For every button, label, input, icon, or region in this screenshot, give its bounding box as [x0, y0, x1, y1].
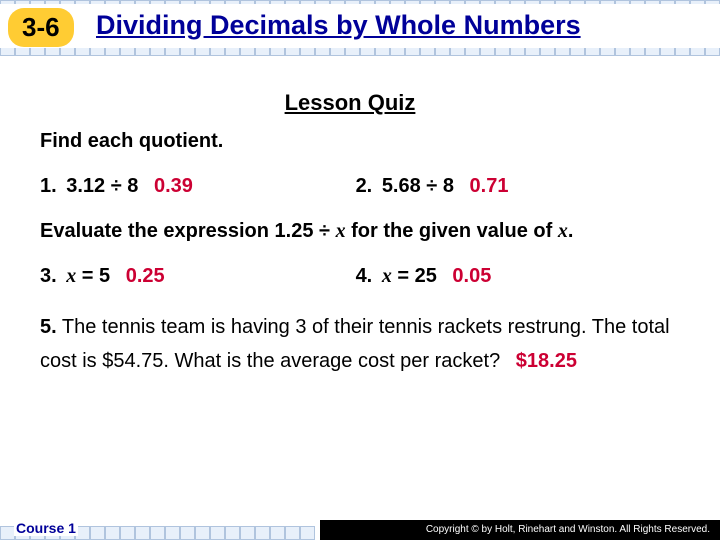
slide-header: 3-6 Dividing Decimals by Whole Numbers: [0, 0, 720, 70]
q4-answer: 0.05: [452, 265, 491, 287]
q4-eq: = 25: [392, 265, 437, 287]
instruction-find-quotient: Find each quotient.: [40, 130, 700, 153]
q1-answer: 0.39: [154, 175, 193, 197]
q3-var: x: [66, 265, 76, 287]
section-badge: 3-6: [8, 8, 74, 47]
q3-answer: 0.25: [126, 265, 165, 287]
q3-number: 3.: [40, 265, 57, 287]
question-5: 5. The tennis team is having 3 of their …: [40, 310, 700, 378]
question-row-1-2: 1. 3.12 ÷ 8 0.39 2. 5.68 ÷ 8 0.71: [40, 175, 700, 198]
q4-var: x: [382, 265, 392, 287]
q2-problem: 5.68 ÷ 8: [382, 175, 454, 197]
question-row-3-4: 3. x = 5 0.25 4. x = 25 0.05: [40, 265, 700, 288]
q4-number: 4.: [356, 265, 373, 287]
q2-answer: 0.71: [470, 175, 509, 197]
q5-number: 5.: [40, 316, 57, 338]
instruction-evaluate: Evaluate the expression 1.25 ÷ x for the…: [40, 220, 700, 243]
q3-eq: = 5: [76, 265, 110, 287]
slide-footer: Course 1 Copyright © by Holt, Rinehart a…: [0, 514, 720, 540]
q1-number: 1.: [40, 175, 57, 197]
copyright-bar: Copyright © by Holt, Rinehart and Winsto…: [320, 520, 720, 540]
q1-problem: 3.12 ÷ 8: [66, 175, 138, 197]
q5-answer: $18.25: [516, 350, 577, 372]
quiz-title: Lesson Quiz: [0, 90, 700, 116]
q2-number: 2.: [356, 175, 373, 197]
course-label: Course 1: [14, 520, 78, 536]
slide-content: Lesson Quiz Find each quotient. 1. 3.12 …: [40, 90, 700, 378]
lesson-title: Dividing Decimals by Whole Numbers: [96, 10, 581, 41]
